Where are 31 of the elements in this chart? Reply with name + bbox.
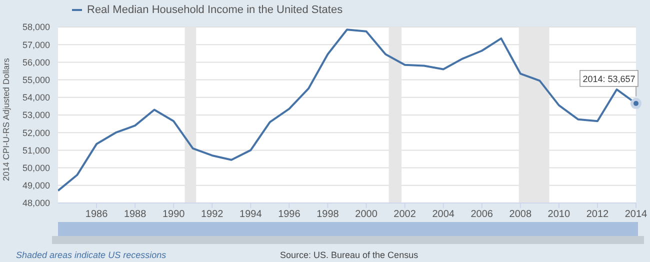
y-tick-label: 55,000 xyxy=(22,74,50,85)
y-tick-label: 53,000 xyxy=(22,110,50,120)
x-tick-label: 1994 xyxy=(240,209,262,220)
annotation: 2014: 53,657 xyxy=(582,74,636,84)
text: Shaded areas indicate US recessions xyxy=(16,250,166,260)
x-tick-label: 2004 xyxy=(432,209,455,220)
y-tick-label: 52,000 xyxy=(22,128,50,138)
y-tick-label: 58,000 xyxy=(22,22,50,32)
x-tick-label: 1998 xyxy=(316,209,340,220)
x-tick-label: 2008 xyxy=(509,209,532,220)
x-tick-label: 2000 xyxy=(355,209,378,220)
y-tick-label: 50,000 xyxy=(22,162,50,173)
x-tick-label: 2014 xyxy=(624,209,648,220)
x-tick-label: 2006 xyxy=(470,209,494,220)
x-tick-label: 1986 xyxy=(85,209,108,220)
x-tick-label: 1996 xyxy=(278,209,301,220)
x-tick-label: 1992 xyxy=(201,209,224,220)
y-tick-label: 56,000 xyxy=(22,57,50,68)
x-tick-label: 1988 xyxy=(124,209,147,220)
x-tick-label: 2012 xyxy=(586,209,610,220)
y-tick-label: 57,000 xyxy=(22,40,50,50)
source-note: Source: US. Bureau of the Census xyxy=(280,250,418,260)
y-tick-label: 51,000 xyxy=(22,145,50,156)
y-axis-title: 2014 CPI-U-RS Adjusted Dollars xyxy=(1,58,12,181)
x-tick-label: 1990 xyxy=(162,209,186,220)
y-tick-label: 48,000 xyxy=(22,198,50,208)
x-tick-label: 2010 xyxy=(548,209,570,220)
y-tick-label: 49,000 xyxy=(22,180,50,191)
legend-label: Real Median Household Income in the United States xyxy=(87,4,343,16)
y-tick-label: 54,000 xyxy=(22,92,50,103)
x-tick-label: 2002 xyxy=(394,209,416,220)
